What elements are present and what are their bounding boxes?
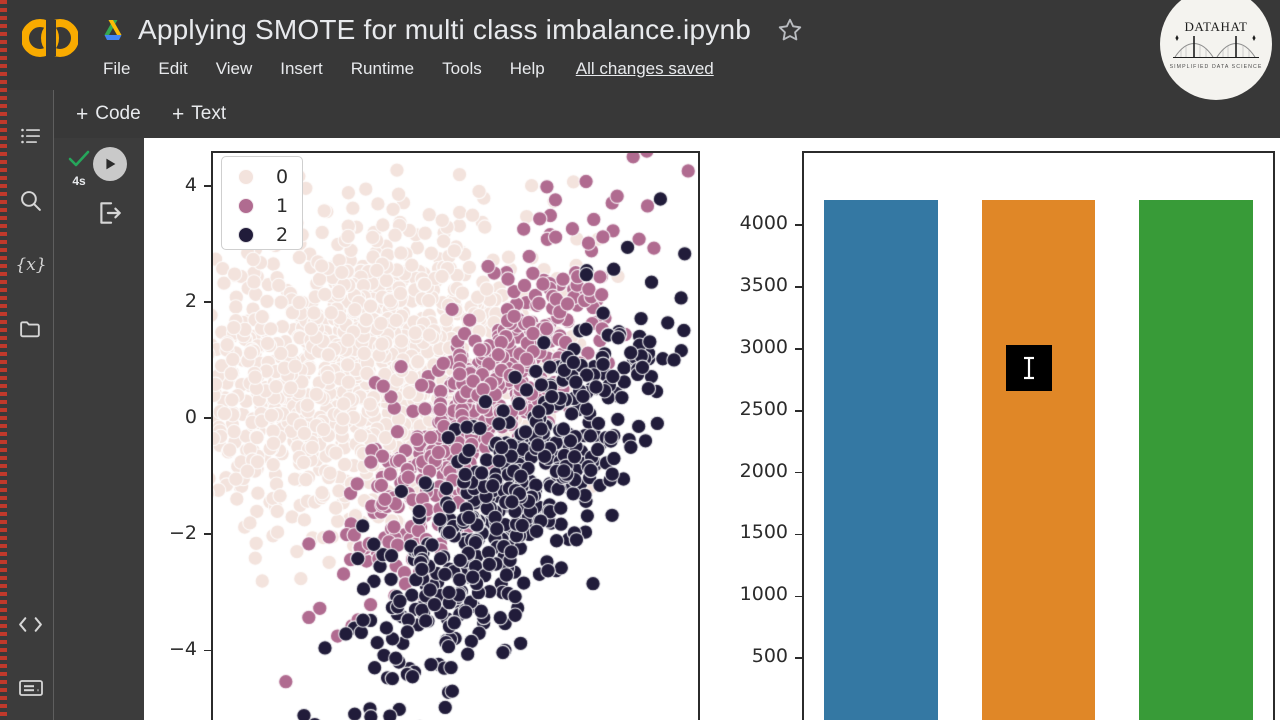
scatter-y-tick xyxy=(204,185,211,187)
notebook-toolbar: + Code + Text xyxy=(54,90,1280,138)
bar-2 xyxy=(1139,200,1253,720)
bar-y-tick-label: 3000 xyxy=(739,335,788,358)
bar-y-tick-label: 2000 xyxy=(739,459,788,482)
legend-label: 1 xyxy=(276,195,289,217)
scatter-y-tick xyxy=(204,417,211,419)
bar-y-tick xyxy=(795,409,802,412)
legend-label: 0 xyxy=(276,166,289,188)
menu-item-tools[interactable]: Tools xyxy=(442,59,482,78)
svg-text:{x}: {x} xyxy=(16,255,46,275)
scatter-y-tick-label: −2 xyxy=(168,522,197,545)
menu-item-runtime[interactable]: Runtime xyxy=(350,59,415,78)
menu-bar: File Edit View Insert Runtime Tools Help… xyxy=(100,54,714,84)
scatter-y-tick xyxy=(204,649,211,652)
open-output-button[interactable] xyxy=(96,199,124,227)
scatter-y-tick xyxy=(204,533,211,535)
bar-y-tick-label: 1500 xyxy=(739,521,788,544)
bar-y-tick-label: 500 xyxy=(751,645,788,668)
bar-top-spine xyxy=(802,151,1275,153)
menu-item-insert[interactable]: Insert xyxy=(280,59,323,78)
bar-y-tick xyxy=(795,224,802,226)
bar-y-tick xyxy=(795,533,802,536)
legend-item-1: 1 xyxy=(222,191,304,221)
legend-swatch xyxy=(238,169,254,185)
menu-item-help[interactable]: Help xyxy=(509,59,545,78)
bar-1 xyxy=(981,200,1096,720)
scatter-y-tick-label: −4 xyxy=(168,638,197,661)
scatter-right-spine xyxy=(698,151,700,720)
add-code-label: Code xyxy=(95,103,141,124)
scatter-y-tick xyxy=(204,301,211,303)
bar-0 xyxy=(824,200,938,720)
cell-run-time: 4s xyxy=(72,174,86,188)
scatter-y-tick-label: 0 xyxy=(184,406,197,429)
bar-y-tick xyxy=(795,657,802,659)
text-ibeam-cursor xyxy=(1006,345,1052,391)
bar-y-tick-label: 3500 xyxy=(739,274,788,297)
bar-y-tick-label: 2500 xyxy=(739,397,788,420)
legend-item-2: 2 xyxy=(222,220,304,250)
plus-icon: + xyxy=(76,102,89,126)
bar-y-tick-label: 1000 xyxy=(739,583,788,606)
document-title-row: Applying SMOTE for multi class imbalance… xyxy=(100,8,803,52)
watermark-subtitle: SIMPLIFIED DATA SCIENCE xyxy=(1169,63,1263,70)
add-code-cell-button[interactable]: + Code xyxy=(76,99,141,129)
screen-recording-border xyxy=(0,0,7,720)
menu-item-file[interactable]: File xyxy=(103,59,131,78)
bar-y-tick xyxy=(795,348,802,350)
colab-logo[interactable] xyxy=(21,16,79,60)
star-outline-icon[interactable] xyxy=(777,17,803,43)
left-icon-rail: {x} xyxy=(7,90,54,720)
files-folder-icon[interactable] xyxy=(7,296,54,360)
legend-item-0: 0 xyxy=(222,162,304,192)
legend-swatch xyxy=(238,198,254,214)
save-status-link[interactable]: All changes saved xyxy=(575,59,714,78)
bar-y-tick xyxy=(795,471,802,474)
bar-chart-figure: oversampled using SMOTE 5001000150020002… xyxy=(715,138,1275,720)
menu-item-view[interactable]: View xyxy=(215,59,253,78)
add-text-label: Text xyxy=(191,103,227,124)
watermark-title: DATAHAT xyxy=(1184,18,1248,34)
app-header: Applying SMOTE for multi class imbalance… xyxy=(0,0,1280,90)
scatter-y-tick-label: 4 xyxy=(184,173,197,196)
bar-right-spine xyxy=(1273,151,1275,720)
scatter-top-spine xyxy=(211,151,700,153)
cell-output-area: 420−2−4 0 1 2 oversampled using SMOTE xyxy=(144,138,1280,720)
google-drive-icon xyxy=(100,18,126,42)
legend-label: 2 xyxy=(276,224,289,246)
scatter-legend: 0 1 2 xyxy=(221,156,303,250)
datahat-watermark-logo: DATAHAT SIMPLIFIED DATA SCIENCE xyxy=(1160,0,1272,100)
green-check-icon xyxy=(62,150,96,173)
terminal-icon[interactable] xyxy=(7,656,54,720)
page-title[interactable]: Applying SMOTE for multi class imbalance… xyxy=(138,14,751,45)
rail-bottom-group xyxy=(7,592,54,720)
menu-item-edit[interactable]: Edit xyxy=(158,59,188,78)
cell-gutter: 4s xyxy=(54,138,144,720)
bar-y-tick-label: 4000 xyxy=(739,212,788,235)
play-icon xyxy=(106,158,116,170)
plus-icon: + xyxy=(172,102,185,126)
scatter-plot-figure: 4 2 0 −2 −4 0 1 2 xyxy=(155,138,715,720)
code-snippets-icon[interactable] xyxy=(7,592,54,656)
run-cell-button[interactable] xyxy=(93,147,127,181)
bar-y-tick xyxy=(795,286,802,288)
legend-swatch xyxy=(238,227,254,243)
add-text-cell-button[interactable]: + Text xyxy=(172,99,226,129)
bar-y-tick xyxy=(795,595,802,598)
search-icon[interactable] xyxy=(7,168,54,232)
scatter-left-spine xyxy=(211,151,213,720)
bar-left-spine xyxy=(802,151,804,720)
table-of-contents-icon[interactable] xyxy=(7,104,54,168)
cell-run-status: 4s xyxy=(62,150,96,188)
scatter-y-tick-label: 2 xyxy=(184,289,197,312)
bridge-illustration-icon xyxy=(1173,34,1259,58)
variables-icon[interactable]: {x} xyxy=(7,232,54,296)
